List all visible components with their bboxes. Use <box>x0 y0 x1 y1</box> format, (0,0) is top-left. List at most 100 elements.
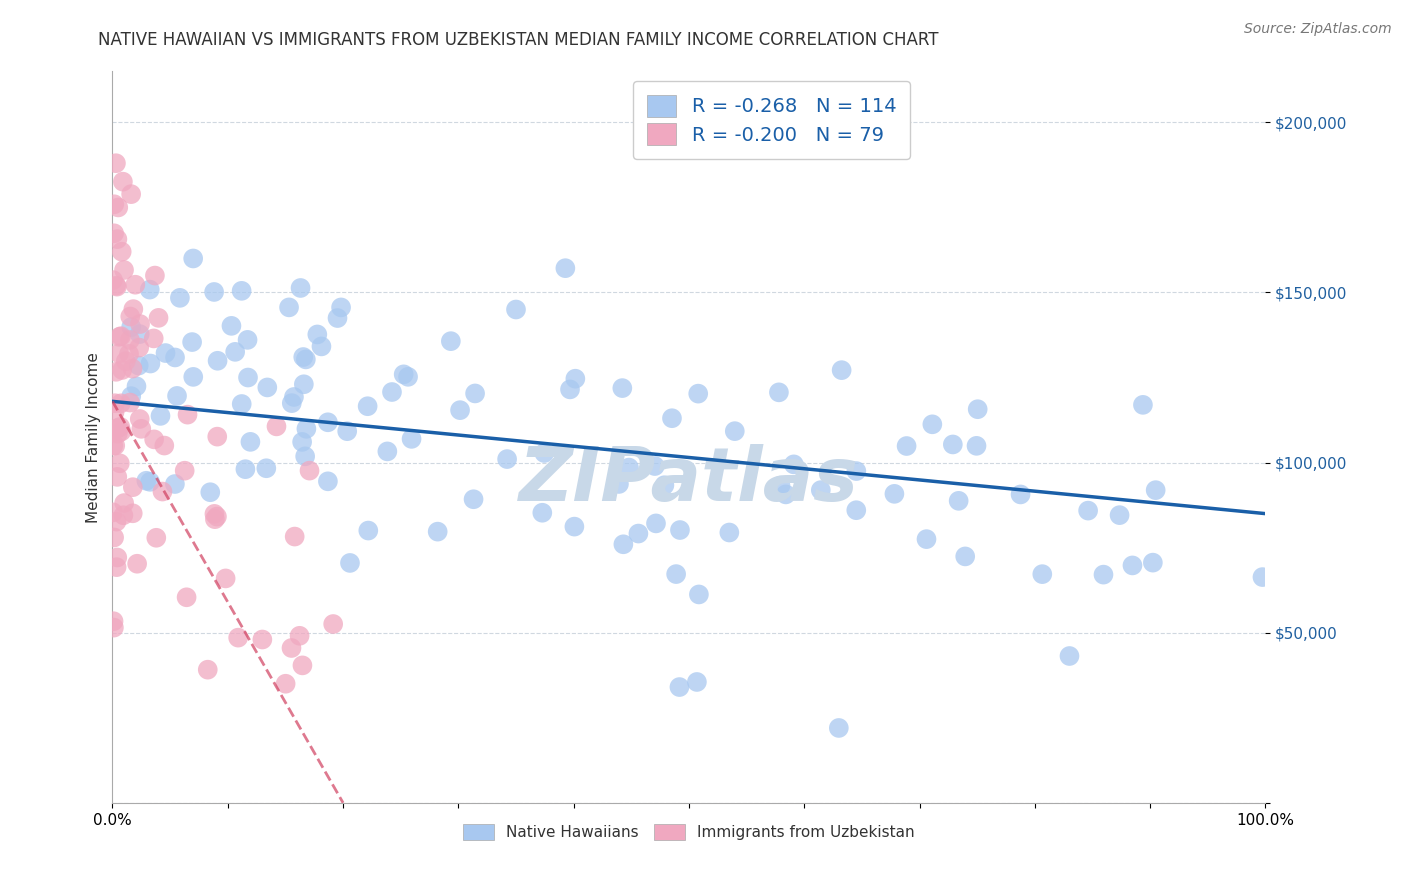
Point <box>226 631 249 645</box>
Point <box>298 464 321 478</box>
Point <box>105 550 128 565</box>
Point <box>139 357 162 371</box>
Point <box>139 475 162 489</box>
Point <box>617 460 640 475</box>
Point <box>124 277 146 292</box>
Point <box>396 369 419 384</box>
Point <box>148 310 170 325</box>
Point <box>401 432 423 446</box>
Point <box>125 379 148 393</box>
Legend: Native Hawaiians, Immigrants from Uzbekistan: Native Hawaiians, Immigrants from Uzbeki… <box>457 818 921 847</box>
Text: NATIVE HAWAIIAN VS IMMIGRANTS FROM UZBEKISTAN MEDIAN FAMILY INCOME CORRELATION C: NATIVE HAWAIIAN VS IMMIGRANTS FROM UZBEK… <box>98 31 939 49</box>
Point <box>464 386 486 401</box>
Point <box>103 197 125 211</box>
Point <box>181 334 204 349</box>
Point <box>292 350 315 364</box>
Point <box>108 456 131 470</box>
Point <box>440 334 463 348</box>
Point <box>143 268 166 283</box>
Point <box>105 422 128 436</box>
Point <box>558 383 581 397</box>
Point <box>828 721 851 735</box>
Point <box>121 506 143 520</box>
Point <box>163 477 186 491</box>
Point <box>311 339 333 353</box>
Point <box>966 402 988 417</box>
Point <box>120 310 142 324</box>
Point <box>769 478 792 492</box>
Point <box>688 587 710 601</box>
Point <box>105 365 128 379</box>
Point <box>103 531 125 545</box>
Point <box>101 273 124 287</box>
Point <box>775 487 797 501</box>
Point <box>173 464 195 478</box>
Point <box>122 302 145 317</box>
Point <box>103 614 125 628</box>
Point <box>231 397 253 411</box>
Point <box>112 508 135 523</box>
Point <box>531 506 554 520</box>
Point <box>377 444 399 458</box>
Point <box>105 470 128 484</box>
Point <box>339 556 361 570</box>
Point <box>718 525 741 540</box>
Point <box>111 363 134 377</box>
Point <box>291 434 314 449</box>
Point <box>645 516 668 531</box>
Point <box>163 351 186 365</box>
Point <box>103 621 125 635</box>
Point <box>654 478 676 492</box>
Point <box>1031 567 1053 582</box>
Point <box>221 318 243 333</box>
Point <box>236 333 259 347</box>
Point <box>214 571 236 585</box>
Point <box>256 380 278 394</box>
Point <box>295 422 318 436</box>
Point <box>449 403 471 417</box>
Point <box>1132 398 1154 412</box>
Point <box>554 261 576 276</box>
Point <box>966 439 988 453</box>
Point <box>281 396 304 410</box>
Point <box>105 232 128 246</box>
Text: ZIPatlas: ZIPatlas <box>519 444 859 517</box>
Point <box>661 411 683 425</box>
Point <box>155 346 177 360</box>
Point <box>607 477 630 491</box>
Point <box>120 320 142 334</box>
Point <box>128 412 150 426</box>
Point <box>107 421 129 435</box>
Point <box>224 344 246 359</box>
Point <box>284 530 307 544</box>
Point <box>336 424 359 438</box>
Point <box>1092 567 1115 582</box>
Point <box>1077 503 1099 517</box>
Point <box>207 429 229 443</box>
Point <box>105 279 128 293</box>
Point <box>290 281 312 295</box>
Point <box>128 359 150 373</box>
Point <box>103 227 125 241</box>
Point <box>381 384 404 399</box>
Point <box>105 278 128 293</box>
Point <box>166 389 188 403</box>
Point <box>105 515 128 529</box>
Point <box>948 493 970 508</box>
Point <box>112 496 135 510</box>
Point <box>143 433 166 447</box>
Point <box>686 675 709 690</box>
Point <box>1121 558 1143 573</box>
Point <box>783 458 806 472</box>
Point <box>120 187 142 202</box>
Point <box>330 301 353 315</box>
Point <box>204 512 226 526</box>
Point <box>204 507 226 521</box>
Text: Source: ZipAtlas.com: Source: ZipAtlas.com <box>1244 22 1392 37</box>
Point <box>831 363 853 377</box>
Point <box>202 285 225 299</box>
Point <box>1251 570 1274 584</box>
Point <box>128 341 150 355</box>
Point <box>294 450 316 464</box>
Point <box>139 283 162 297</box>
